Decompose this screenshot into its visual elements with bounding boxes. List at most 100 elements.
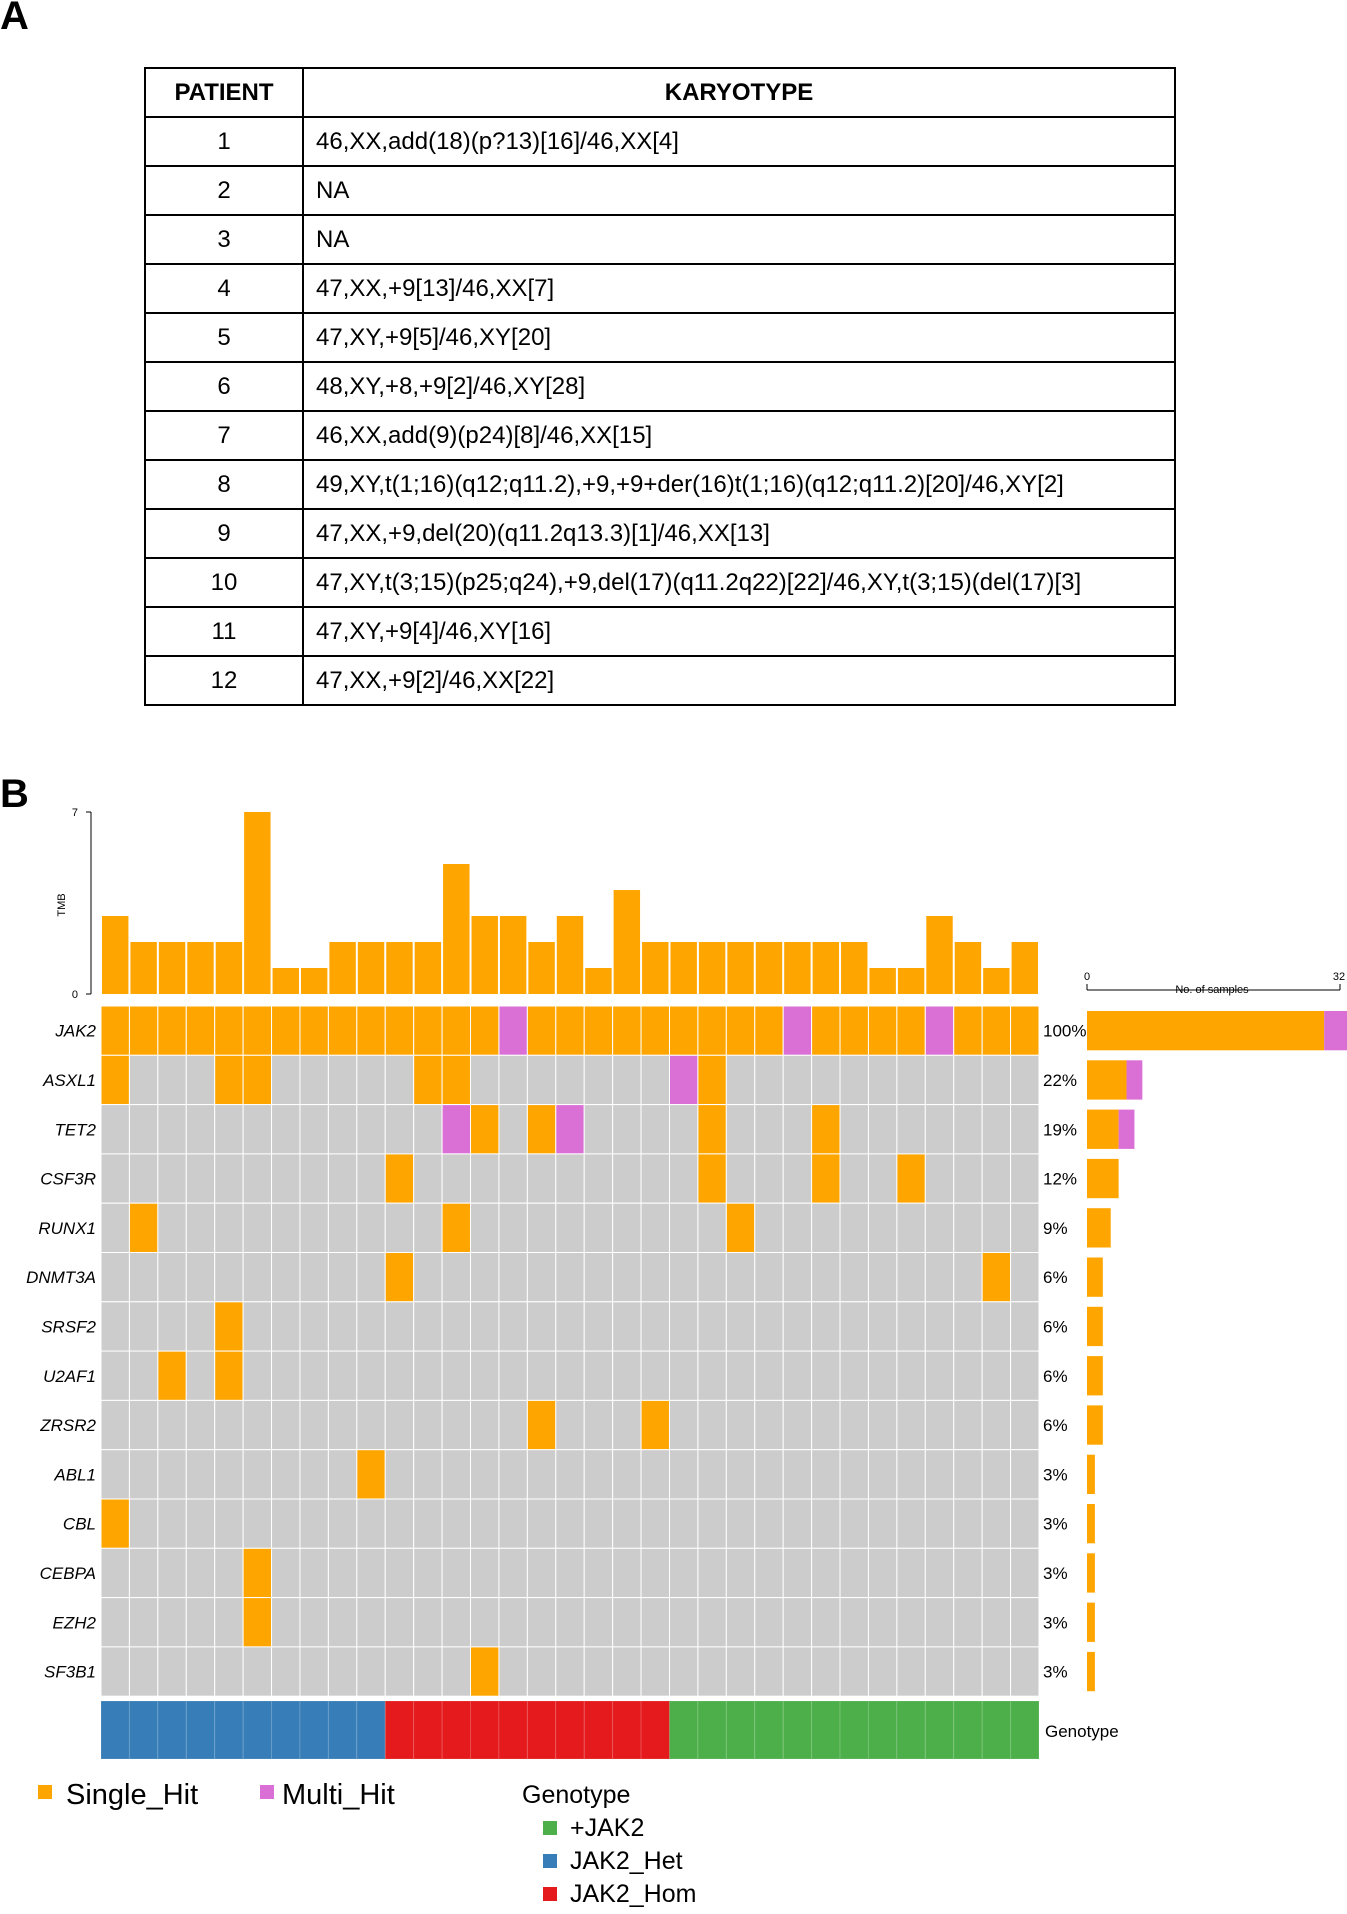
mutation-cell (185, 1104, 216, 1155)
mutation-cell (327, 1597, 358, 1648)
mutation-cell (384, 1153, 415, 1204)
mutation-cell (811, 1399, 841, 1451)
mutation-cell (924, 1202, 955, 1253)
table-row: 5 47,XY,+9[5]/46,XY[20] (144, 312, 1176, 363)
gene-label: JAK2 (54, 1022, 96, 1041)
mutation-cell (1010, 1646, 1040, 1697)
karyotype-cell: 47,XY,+9[5]/46,XY[20] (302, 312, 1176, 363)
genotype-cell (612, 1700, 642, 1760)
genotype-track-label: Genotype (1045, 1722, 1119, 1741)
mutation-cell (867, 1252, 898, 1303)
mutation-cell (725, 1005, 756, 1056)
mutation-cell (100, 1597, 130, 1648)
mutation-cell (128, 1350, 159, 1401)
samples-axis-title: No. of samples (1175, 984, 1249, 996)
tmb-bar (329, 942, 356, 994)
mutation-cell (583, 1350, 614, 1401)
mutation-cell (271, 1646, 301, 1697)
mutation-cell (981, 1301, 1012, 1352)
karyotype-cell: 47,XX,+9,del(20)(q11.2q13.3)[1]/46,XX[13… (302, 508, 1176, 559)
mutation-cell (839, 1350, 869, 1401)
legend-swatch-multi (260, 1785, 274, 1799)
mutation-cell (413, 1252, 443, 1303)
mutation-cell (668, 1153, 699, 1204)
mutation-cell (327, 1498, 358, 1549)
legend-label-genotype: +JAK2 (570, 1814, 644, 1842)
mutation-cell (867, 1104, 898, 1155)
mutation-cell (470, 1399, 500, 1451)
mutation-cell (1010, 1449, 1040, 1500)
mutation-cell (811, 1202, 841, 1253)
table-row: 4 47,XX,+9[13]/46,XX[7] (144, 263, 1176, 314)
mutation-cell (100, 1153, 130, 1204)
mutation-cell (924, 1252, 955, 1303)
percent-label: 3% (1043, 1663, 1068, 1682)
mutation-cell (157, 1054, 187, 1106)
patient-header: PATIENT (144, 67, 304, 118)
tmb-bar (897, 968, 925, 994)
mutation-cell (214, 1252, 244, 1303)
mutation-cell (555, 1301, 585, 1352)
genotype-cell (242, 1700, 273, 1760)
mutation-cell (413, 1054, 443, 1106)
mutation-cell (754, 1054, 784, 1106)
mutation-cell (384, 1202, 415, 1253)
mutation-cell (640, 1498, 670, 1549)
mutation-cell (157, 1104, 187, 1155)
mutation-cell (640, 1597, 670, 1648)
karyotype-cell: 46,XX,add(18)(p?13)[16]/46,XX[4] (302, 116, 1176, 167)
gene-bar-single (1087, 1011, 1325, 1051)
tmb-bar (414, 942, 442, 994)
mutation-cell (924, 1399, 955, 1451)
mutation-cell (896, 1399, 926, 1451)
mutation-cell (271, 1301, 301, 1352)
tmb-bar (585, 968, 612, 994)
genotype-cell (157, 1700, 187, 1760)
tmb-bar (357, 942, 385, 994)
mutation-cell (384, 1399, 415, 1451)
mutation-cell (697, 1252, 727, 1303)
patient-id-cell: 4 (144, 263, 304, 314)
mutation-cell (327, 1202, 358, 1253)
mutation-cell (214, 1399, 244, 1451)
mutation-cell (157, 1350, 187, 1401)
mutation-cell (668, 1498, 699, 1549)
mutation-cell (896, 1153, 926, 1204)
mutation-cell (498, 1449, 528, 1500)
mutation-cell (185, 1350, 216, 1401)
mutation-cell (612, 1399, 642, 1451)
mutation-cell (441, 1547, 472, 1599)
mutation-cell (924, 1005, 955, 1056)
tmb-axis-label: TMB (56, 893, 68, 916)
mutation-cell (356, 1547, 386, 1599)
genotype-cell (384, 1700, 415, 1760)
mutation-cell (271, 1498, 301, 1549)
mutation-cell (896, 1005, 926, 1056)
percent-label: 9% (1043, 1219, 1068, 1238)
mutation-cell (981, 1153, 1012, 1204)
genotype-cell (214, 1700, 244, 1760)
mutation-cell (612, 1054, 642, 1106)
patient-id-cell: 8 (144, 459, 304, 510)
mutation-cell (327, 1054, 358, 1106)
mutation-cell (1010, 1104, 1040, 1155)
mutation-cell (384, 1005, 415, 1056)
tmb-bar (642, 942, 669, 994)
mutation-cell (100, 1104, 130, 1155)
mutation-cell (668, 1054, 699, 1106)
mutation-cell (981, 1054, 1012, 1106)
mutation-cell (924, 1498, 955, 1549)
percent-label: 19% (1043, 1120, 1077, 1139)
tmb-bar (784, 942, 811, 994)
mutation-cell (924, 1449, 955, 1500)
mutation-cell (384, 1350, 415, 1401)
mutation-cell (100, 1449, 130, 1500)
mutation-cell (612, 1301, 642, 1352)
mutation-cell (299, 1498, 329, 1549)
mutation-cell (470, 1547, 500, 1599)
mutation-cell (242, 1449, 273, 1500)
mutation-cell (185, 1449, 216, 1500)
mutation-cell (128, 1005, 159, 1056)
mutation-cell (242, 1350, 273, 1401)
mutation-cell (100, 1054, 130, 1106)
